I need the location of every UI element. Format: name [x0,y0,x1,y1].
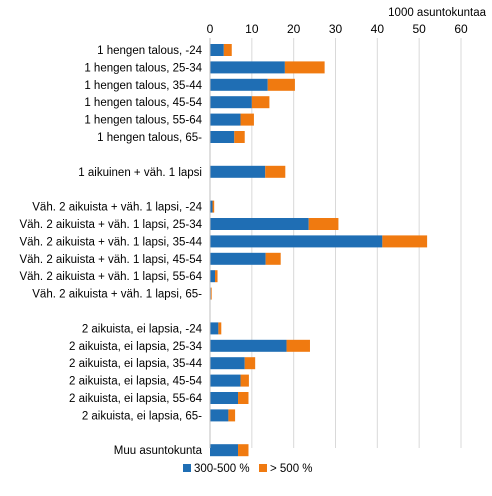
bar-segment-300-500 [210,357,245,370]
bar-segment-over-500 [244,357,256,370]
bar-segment-300-500 [210,252,266,265]
category-label: 1 hengen talous, 45-54 [84,97,202,109]
unit-label: 1000 asuntokuntaa [388,7,486,19]
bar-segment-300-500 [210,235,383,248]
category-label: 1 hengen talous, 55-64 [84,115,202,127]
bar-segment-over-500 [218,322,222,335]
bar-segment-300-500 [210,113,241,126]
axes: 0 10 20 30 40 50 60 1 hengen talous, -24 1 henge… [19,22,468,457]
bar-segment-300-500 [210,78,268,91]
bar-segment-over-500 [223,44,232,56]
bar-segment-300-500 [210,270,216,283]
bar-segment-over-500 [251,96,270,109]
category-label: 1 hengen talous, 35-44 [84,80,202,92]
category-label: 2 aikuista, ei lapsia, 55-64 [69,393,203,405]
category-label: Väh. 2 aikuista + väh. 1 lapsi, 35-44 [19,236,202,248]
x-tick-label: 0 [207,22,214,36]
category-label: Väh. 2 aikuista + väh. 1 lapsi, -24 [32,202,202,214]
bar-segment-300-500 [210,218,309,230]
bar-segment-300-500 [210,61,285,74]
category-label: 2 aikuista, ei lapsia, 35-44 [69,358,203,370]
x-tick-label: 10 [245,22,259,36]
bar-segment-over-500 [234,131,245,143]
bar-segment-over-500 [210,287,212,300]
category-label: 1 hengen talous, 25-34 [84,62,202,74]
legend-label: > 500 % [270,463,313,475]
bar-segment-over-500 [240,374,249,387]
x-tick-label: 50 [412,22,426,36]
x-tick-label: 30 [329,22,343,36]
category-label: 2 aikuista, ei lapsia, -24 [82,323,203,335]
bar-segment-over-500 [215,270,218,283]
bar-segment-300-500 [210,200,213,213]
bar-segment-300-500 [210,409,229,422]
bar-segment-over-500 [284,61,325,74]
category-label: Väh. 2 aikuista + väh. 1 lapsi, 45-54 [19,254,202,266]
category-label: 2 aikuista, ei lapsia, 65- [82,410,202,422]
bar-segment-300-500 [210,374,241,387]
bar-segment-300-500 [210,444,239,457]
bar-segment-over-500 [240,113,254,126]
x-tick-label: 20 [287,22,301,36]
bar-segment-300-500 [210,131,235,143]
bar-segment-over-500 [238,444,249,457]
category-label: 1 hengen talous, 65- [97,132,202,144]
bar-segment-over-500 [286,339,310,352]
bar-segment-300-500 [210,44,224,56]
bar-segment-over-500 [228,409,236,422]
bar-segment-over-500 [382,235,428,248]
category-label: 2 aikuista, ei lapsia, 25-34 [69,341,203,353]
x-tick-label: 40 [371,22,385,36]
category-label: 1 hengen talous, -24 [97,45,202,57]
bar-segment-300-500 [210,339,287,352]
bar-segment-over-500 [308,218,339,230]
legend: 300-500 % > 500 % [183,463,313,475]
legend-label: 300-500 % [194,463,250,475]
bar-segment-300-500 [210,392,239,404]
category-label: Väh. 2 aikuista + väh. 1 lapsi, 65- [32,289,202,301]
category-label: 1 aikuinen + väh. 1 lapsi [78,167,202,179]
legend-swatch [183,464,191,472]
category-label: Muu asuntokunta [114,445,203,457]
bar-segment-over-500 [212,200,215,213]
category-label: Väh. 2 aikuista + väh. 1 lapsi, 25-34 [19,219,202,231]
category-label: Väh. 2 aikuista + väh. 1 lapsi, 55-64 [19,271,202,283]
category-label: 2 aikuista, ei lapsia, 45-54 [69,376,203,388]
bar-segment-300-500 [210,165,266,178]
bar-segment-over-500 [238,392,249,404]
bar-segment-300-500 [210,96,252,109]
bar-segment-over-500 [265,252,281,265]
bar-segment-over-500 [265,165,286,178]
bar-segment-over-500 [267,78,295,91]
bars [210,44,428,457]
legend-swatch [259,464,267,472]
bar-segment-300-500 [210,322,219,335]
x-tick-label: 60 [454,22,468,36]
